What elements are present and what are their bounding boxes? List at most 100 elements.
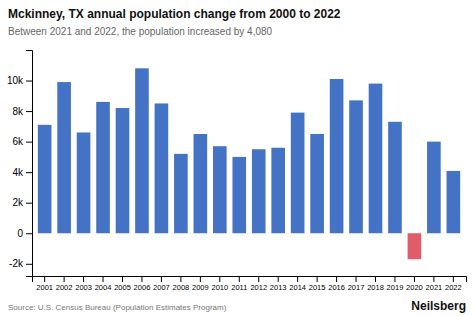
x-tick-mark [297,276,298,282]
x-tick-label: 2017 [348,283,365,292]
x-tick: 2001 [36,276,53,292]
bar [194,134,208,233]
x-tick-mark [83,276,84,282]
x-tick-label: 2016 [328,283,345,292]
x-tick-mark [356,276,357,282]
x-tick-mark [64,276,65,282]
x-tick: 2006 [134,276,151,292]
x-tick-mark [180,276,181,282]
x-tick: 2017 [348,276,365,292]
x-tick-label: 2011 [231,283,247,292]
y-tick: 0 [17,228,32,239]
chart: Mckinney, TX annual population change fr… [0,0,474,316]
bars [38,68,460,259]
x-tick-label: 2021 [426,283,443,292]
bar [427,142,441,234]
x-tick-mark [317,276,318,282]
x-tick-mark [200,276,201,282]
x-tick-label: 2007 [153,283,170,292]
y-tick-label: 2k [12,197,24,208]
bar [77,132,91,233]
bar [135,68,149,233]
y-tick-label: 4k [12,167,24,178]
x-tick: 2009 [192,276,209,292]
x-tick-mark [122,276,123,282]
y-tick-mark [26,81,32,82]
x-tick-label: 2002 [56,283,73,292]
bar [310,134,324,233]
x-tick-mark [394,276,395,282]
bar [116,108,130,233]
x-tick-label: 2018 [367,283,384,292]
y-tick: 2k [12,197,32,208]
x-tick: 2016 [328,276,345,292]
x-tick: 2007 [153,276,170,292]
x-tick-label: 2009 [192,283,209,292]
x-tick: 2019 [387,276,404,292]
x-tick: 2021 [426,276,443,292]
x-tick-label: 2020 [406,283,423,292]
x-tick-label: 2004 [95,283,112,292]
x-tick: 2014 [289,276,306,292]
x-tick: 2015 [309,276,326,292]
branding: Neilsberg [411,299,466,313]
bar [213,146,227,233]
x-tick-label: 2005 [114,283,131,292]
y-tick-mark [26,172,32,173]
y-tick: -2k [9,258,32,269]
bar [388,122,402,233]
y-tick-label: -2k [9,258,24,269]
y-tick: 4k [12,167,32,178]
y-tick-mark [26,142,32,143]
x-tick-mark [278,276,279,282]
bar [369,84,383,234]
x-tick-mark [219,276,220,282]
bar [271,148,285,234]
x-tick-label: 2012 [250,283,267,292]
x-tick: 2008 [173,276,190,292]
bar [232,157,246,233]
x-tick: 2020 [406,276,423,292]
x-tick-mark [258,276,259,282]
y-tick-label: 0 [17,228,23,239]
x-tick: 2022 [445,276,462,292]
x-tick-label: 2003 [75,283,92,292]
x-tick-label: 2014 [289,283,306,292]
bar [291,113,305,234]
y-tick-mark [26,264,32,265]
y-tick-label: 10k [7,75,24,86]
x-tick-label: 2001 [36,283,53,292]
x-tick-label: 2019 [387,283,404,292]
y-tick: 8k [12,106,32,117]
bar [252,149,266,233]
bar [174,154,188,233]
plot: -2k02k4k6k8k10k2001200220032004200520062… [7,51,467,293]
x-tick: 2005 [114,276,131,292]
x-tick-mark [103,276,104,282]
y-axis: -2k 0 2k 4k 6k 8k 10k [7,51,33,277]
x-tick-mark [239,276,240,282]
x-tick-mark [44,276,45,282]
x-tick-label: 2008 [173,283,190,292]
bar [155,103,169,233]
x-axis-line [33,277,467,283]
x-tick: 2004 [95,276,112,292]
y-axis-line [26,51,33,277]
x-tick-label: 2022 [445,283,462,292]
x-tick-label: 2010 [211,283,228,292]
x-tick-label: 2013 [270,283,287,292]
x-tick-mark [375,276,376,282]
x-axis: 2001200220032004200520062007200820092010… [33,276,467,292]
x-tick: 2011 [231,276,247,292]
bar [408,233,422,259]
y-tick-label: 8k [12,106,24,117]
x-tick-label: 2006 [134,283,151,292]
x-tick: 2012 [250,276,267,292]
y-tick-mark [26,111,32,112]
bar [330,79,344,233]
bar [57,82,71,233]
x-tick: 2003 [75,276,92,292]
bar [349,100,363,233]
y-tick-label: 6k [12,136,24,147]
x-tick-mark [336,276,337,282]
